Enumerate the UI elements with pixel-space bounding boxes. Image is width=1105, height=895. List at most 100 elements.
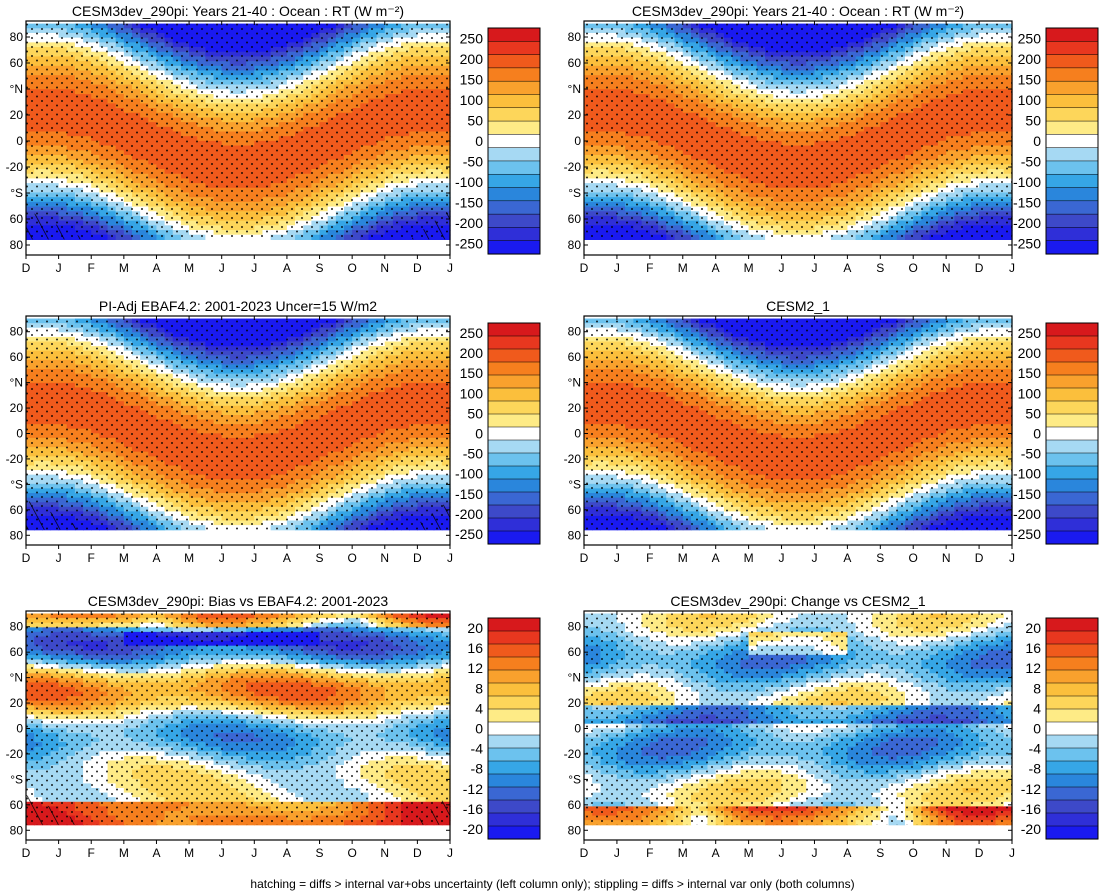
x-tick-label: D [975, 261, 984, 275]
y-tick-label: °S [10, 186, 23, 200]
colorbar-swatch [487, 240, 541, 255]
y-tick-label: °N [568, 82, 581, 96]
x-tick-label: S [876, 261, 884, 275]
x-tick-label: M [184, 261, 194, 275]
x-tick-label: D [413, 261, 422, 275]
x-tick-label: J [219, 261, 225, 275]
colorbar-label: 250 [460, 30, 484, 46]
colorbar-swatch [487, 54, 541, 69]
y-tick-label: 0 [574, 134, 581, 148]
y-tick-label: 80 [10, 238, 24, 252]
colorbar-label: 50 [467, 112, 483, 128]
y-tick-label: -20 [564, 160, 582, 174]
x-tick-label: F [646, 261, 653, 275]
colorbar-swatch [487, 107, 541, 122]
colorbar-label: -100 [1013, 174, 1041, 190]
x-tick-label: A [283, 261, 291, 275]
x-tick-label: A [152, 261, 160, 275]
x-tick-label: J [56, 261, 62, 275]
colorbar-swatch [1045, 213, 1099, 228]
colorbar-swatch [1045, 240, 1099, 255]
x-tick-label: A [843, 261, 851, 275]
x-tick-label: S [316, 261, 324, 275]
colorbar-label: -250 [1013, 236, 1041, 252]
x-tick-label: O [909, 261, 918, 275]
panel-title: CESM3dev_290pi: Years 21-40 : Ocean : RT… [72, 3, 404, 19]
colorbar-swatch [487, 134, 541, 149]
colorbar-label: 50 [1025, 112, 1041, 128]
y-tick-label: 60 [10, 56, 24, 70]
colorbar-swatch [1045, 120, 1099, 135]
stippling [26, 23, 450, 240]
x-tick-label: M [744, 261, 754, 275]
y-tick-label: 80 [568, 238, 582, 252]
colorbar-label: 200 [1018, 51, 1042, 67]
colorbar-swatch [487, 213, 541, 228]
x-tick-label: J [447, 261, 453, 275]
colorbar-swatch [487, 227, 541, 242]
colorbar-swatch [487, 94, 541, 109]
x-tick-label: M [119, 261, 129, 275]
panel-title: CESM3dev_290pi: Years 21-40 : Ocean : RT… [632, 3, 964, 19]
x-tick-label: J [1009, 261, 1015, 275]
colorbar-label: 0 [1033, 133, 1041, 149]
panel-3: PI-Adj EBAF4.2: 2001-2023 Uncer=15 W/m2D… [6, 298, 541, 565]
colorbar-label: 250 [1018, 30, 1042, 46]
colorbar-swatch [487, 67, 541, 82]
colorbar-swatch [487, 173, 541, 189]
x-tick-label: D [22, 261, 31, 275]
colorbar-swatch [487, 160, 541, 175]
panel-title: PI-Adj EBAF4.2: 2001-2023 Uncer=15 W/m2 [99, 298, 377, 314]
colorbar-label: 100 [1018, 92, 1042, 108]
y-tick-label: 60 [568, 212, 582, 226]
colorbar-swatch [1045, 160, 1099, 175]
colorbar-swatch [1045, 147, 1099, 162]
x-tick-label: A [712, 261, 720, 275]
colorbar-swatch [1045, 227, 1099, 242]
x-tick-label: D [580, 261, 589, 275]
y-tick-label: 20 [10, 108, 24, 122]
colorbar-swatch [1045, 107, 1099, 122]
x-tick-label: F [88, 261, 95, 275]
stippling [584, 23, 1012, 240]
colorbar-swatch [1045, 200, 1099, 215]
colorbar-swatch [487, 80, 541, 96]
colorbar-label: 200 [460, 51, 484, 67]
colorbar-swatch [487, 187, 541, 202]
colorbar-label: -50 [463, 154, 483, 170]
y-tick-label: 60 [568, 56, 582, 70]
colorbar-swatch [1045, 27, 1099, 42]
colorbar-swatch [487, 200, 541, 215]
colorbar-label: -200 [1013, 215, 1041, 231]
colorbar-label: 150 [1018, 71, 1042, 87]
x-tick-label: N [380, 261, 389, 275]
y-tick-label: 60 [10, 212, 24, 226]
colorbar-swatch [1045, 187, 1099, 202]
panel-2: CESM3dev_290pi: Years 21-40 : Ocean : RT… [564, 3, 1099, 275]
colorbar-swatch [1045, 67, 1099, 82]
y-tick-label: 80 [10, 30, 24, 44]
colorbar-label: -250 [455, 236, 483, 252]
colorbar-label: -150 [1013, 195, 1041, 211]
x-tick-label: M [678, 261, 688, 275]
colorbar-label: -200 [455, 215, 483, 231]
colorbar-label: 100 [460, 92, 484, 108]
colorbar-label: -100 [455, 174, 483, 190]
x-tick-label: J [811, 261, 817, 275]
y-tick-label: 0 [16, 134, 23, 148]
colorbar-swatch [487, 27, 541, 42]
y-tick-label: °S [568, 186, 581, 200]
y-tick-label: -20 [6, 160, 24, 174]
x-tick-label: O [347, 261, 356, 275]
y-tick-label: 20 [568, 108, 582, 122]
y-tick-label: °N [10, 82, 23, 96]
panel-1: CESM3dev_290pi: Years 21-40 : Ocean : RT… [6, 3, 541, 275]
colorbar-swatch [487, 41, 541, 56]
colorbar-swatch [1045, 173, 1099, 189]
x-tick-label: J [779, 261, 785, 275]
colorbar-swatch [1045, 80, 1099, 96]
colorbar-swatch [1045, 134, 1099, 149]
